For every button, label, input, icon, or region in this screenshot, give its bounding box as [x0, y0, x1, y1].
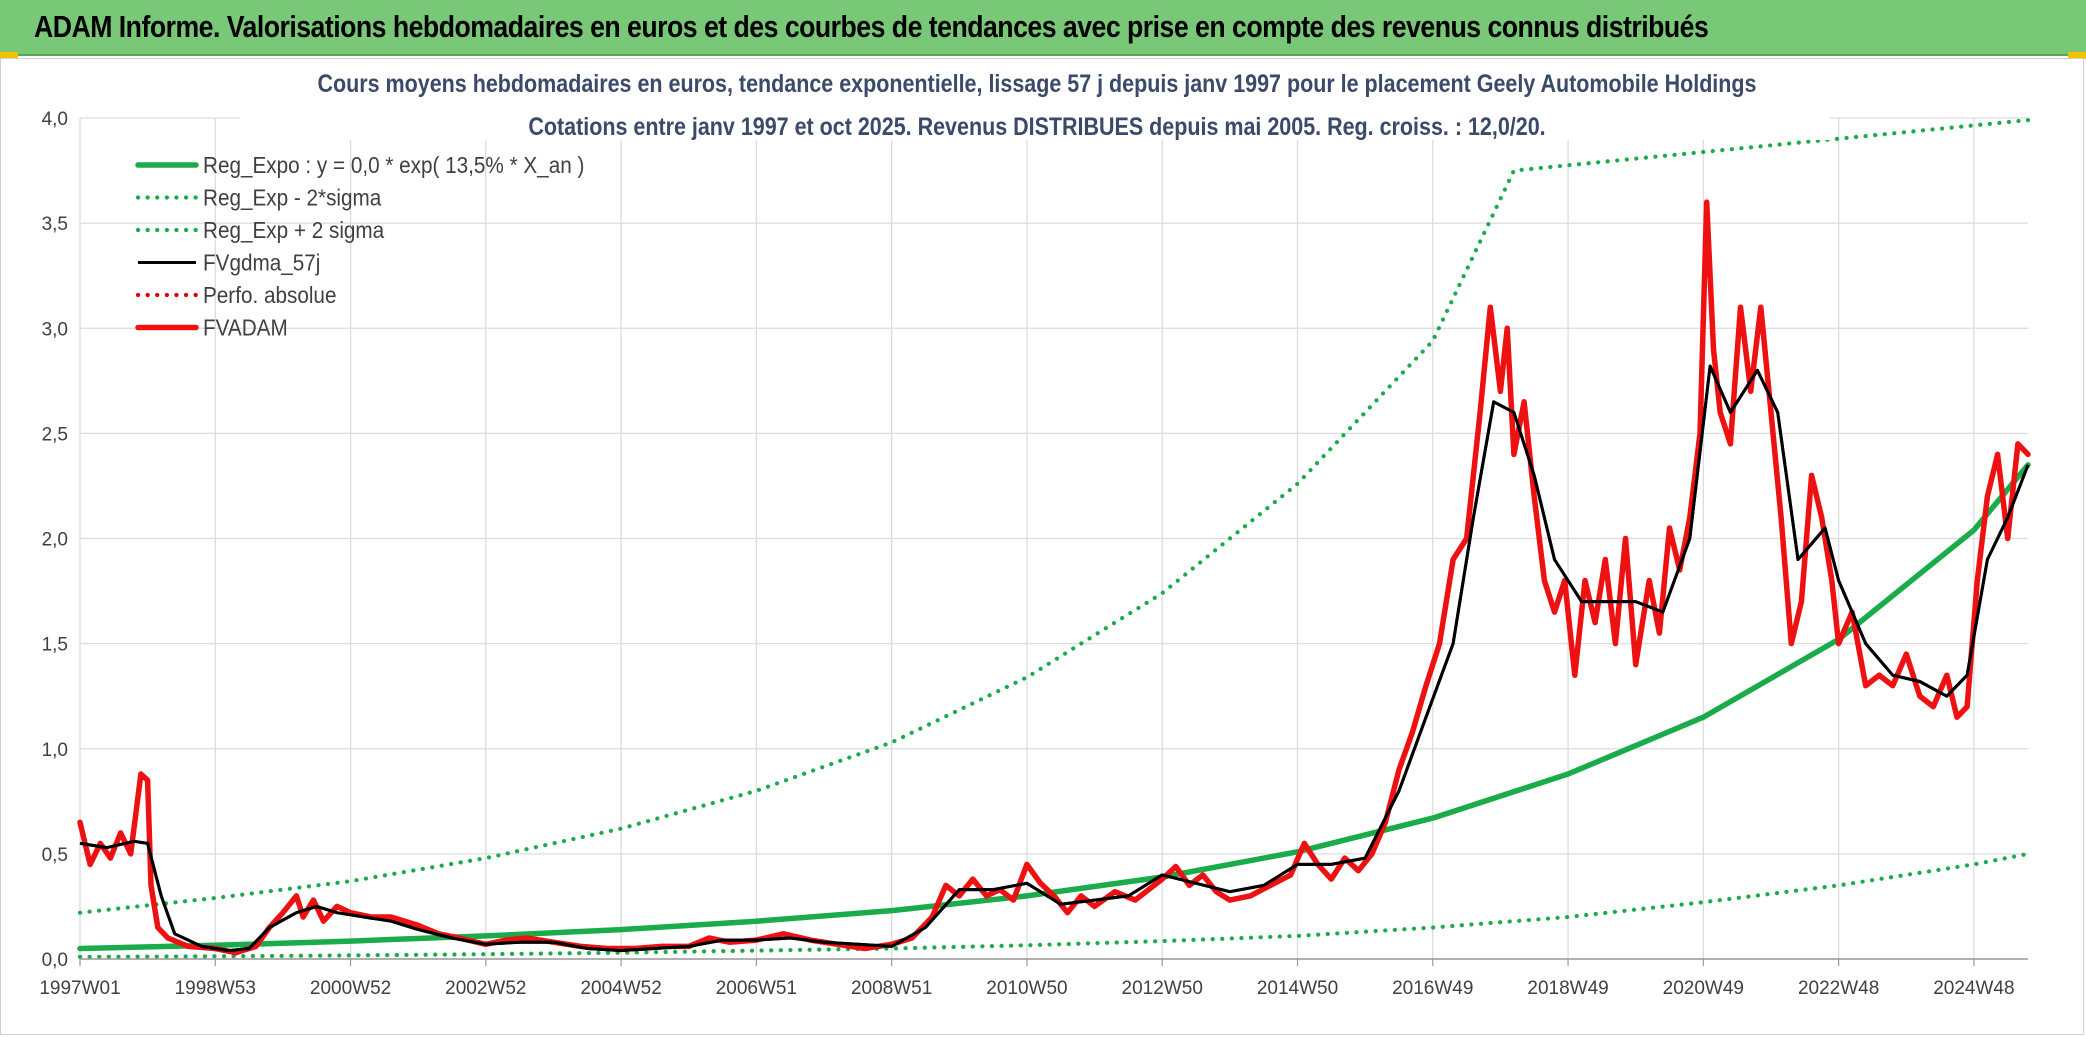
right-corner-marker [2068, 52, 2086, 59]
legend-label: Reg_Expo : y = 0,0 * exp( 13,5% * X_an ) [203, 152, 584, 178]
legend-label: Reg_Exp + 2 sigma [203, 217, 385, 243]
x-tick-label: 2010W50 [986, 978, 1067, 999]
title-background [240, 62, 1830, 140]
legend-label: Perfo. absolue [203, 282, 336, 308]
y-tick-label: 1,0 [42, 740, 68, 761]
x-axis: 1997W01 1998W53 2000W52 2002W52 2004W52 2006W… [39, 958, 2028, 999]
y-tick-label: 1,5 [42, 635, 68, 656]
x-tick-label: 1997W01 [39, 978, 120, 999]
y-tick-label: 3,0 [42, 319, 68, 340]
y-tick-label: 2,0 [42, 530, 68, 551]
y-tick-label: 2,5 [42, 424, 68, 445]
x-tick-label: 2000W52 [310, 978, 391, 999]
x-tick-label: 2004W52 [580, 978, 661, 999]
x-tick-label: 2008W51 [851, 978, 932, 999]
gridlines [79, 117, 2028, 960]
y-tick-label: 4,0 [42, 109, 68, 130]
y-tick-label: 3,5 [42, 214, 68, 235]
x-tick-label: 2018W49 [1527, 978, 1608, 999]
legend-label: Reg_Exp - 2*sigma [203, 184, 382, 210]
chart-area: 0,0 0,5 1,0 1,5 2,0 2,5 3,0 3,5 4,0 1997W01 1998W… [39, 62, 2031, 999]
x-tick-label: 2024W48 [1933, 978, 2014, 999]
x-tick-label: 2022W48 [1798, 978, 1879, 999]
series-line-fvgdma-overlay [79, 364, 2030, 953]
chart-title-line1: Cours moyens hebdomadaires en euros, ten… [318, 69, 1757, 97]
chart-title-line2: Cotations entre janv 1997 et oct 2025. R… [528, 112, 1545, 140]
x-tick-label: 2012W50 [1122, 978, 1203, 999]
legend: Reg_Expo : y = 0,0 * exp( 13,5% * X_an )… [135, 152, 584, 341]
series-line-0 [77, 462, 2031, 952]
x-tick-label: 2016W49 [1392, 978, 1473, 999]
series-line-3 [79, 364, 2030, 953]
left-corner-marker [0, 52, 18, 59]
series-line-5 [77, 199, 2031, 956]
y-tick-label: 0,0 [42, 950, 68, 971]
x-tick-label: 2006W51 [716, 978, 797, 999]
x-tick-label: 2002W52 [445, 978, 526, 999]
series-group [77, 118, 2031, 959]
y-tick-label: 0,5 [42, 845, 68, 866]
legend-label: FVgdma_57j [203, 249, 320, 275]
banner-title: ADAM Informe. Valorisations hebdomadaire… [34, 9, 1709, 44]
x-tick-label: 2014W50 [1257, 978, 1338, 999]
x-tick-label: 2020W49 [1663, 978, 1744, 999]
x-tick-label: 1998W53 [175, 978, 256, 999]
y-axis: 0,0 0,5 1,0 1,5 2,0 2,5 3,0 3,5 4,0 [42, 109, 68, 971]
chart-titles: Cours moyens hebdomadaires en euros, ten… [240, 62, 1830, 140]
legend-label: FVADAM [203, 314, 288, 340]
header-banner: ADAM Informe. Valorisations hebdomadaire… [0, 0, 2086, 56]
